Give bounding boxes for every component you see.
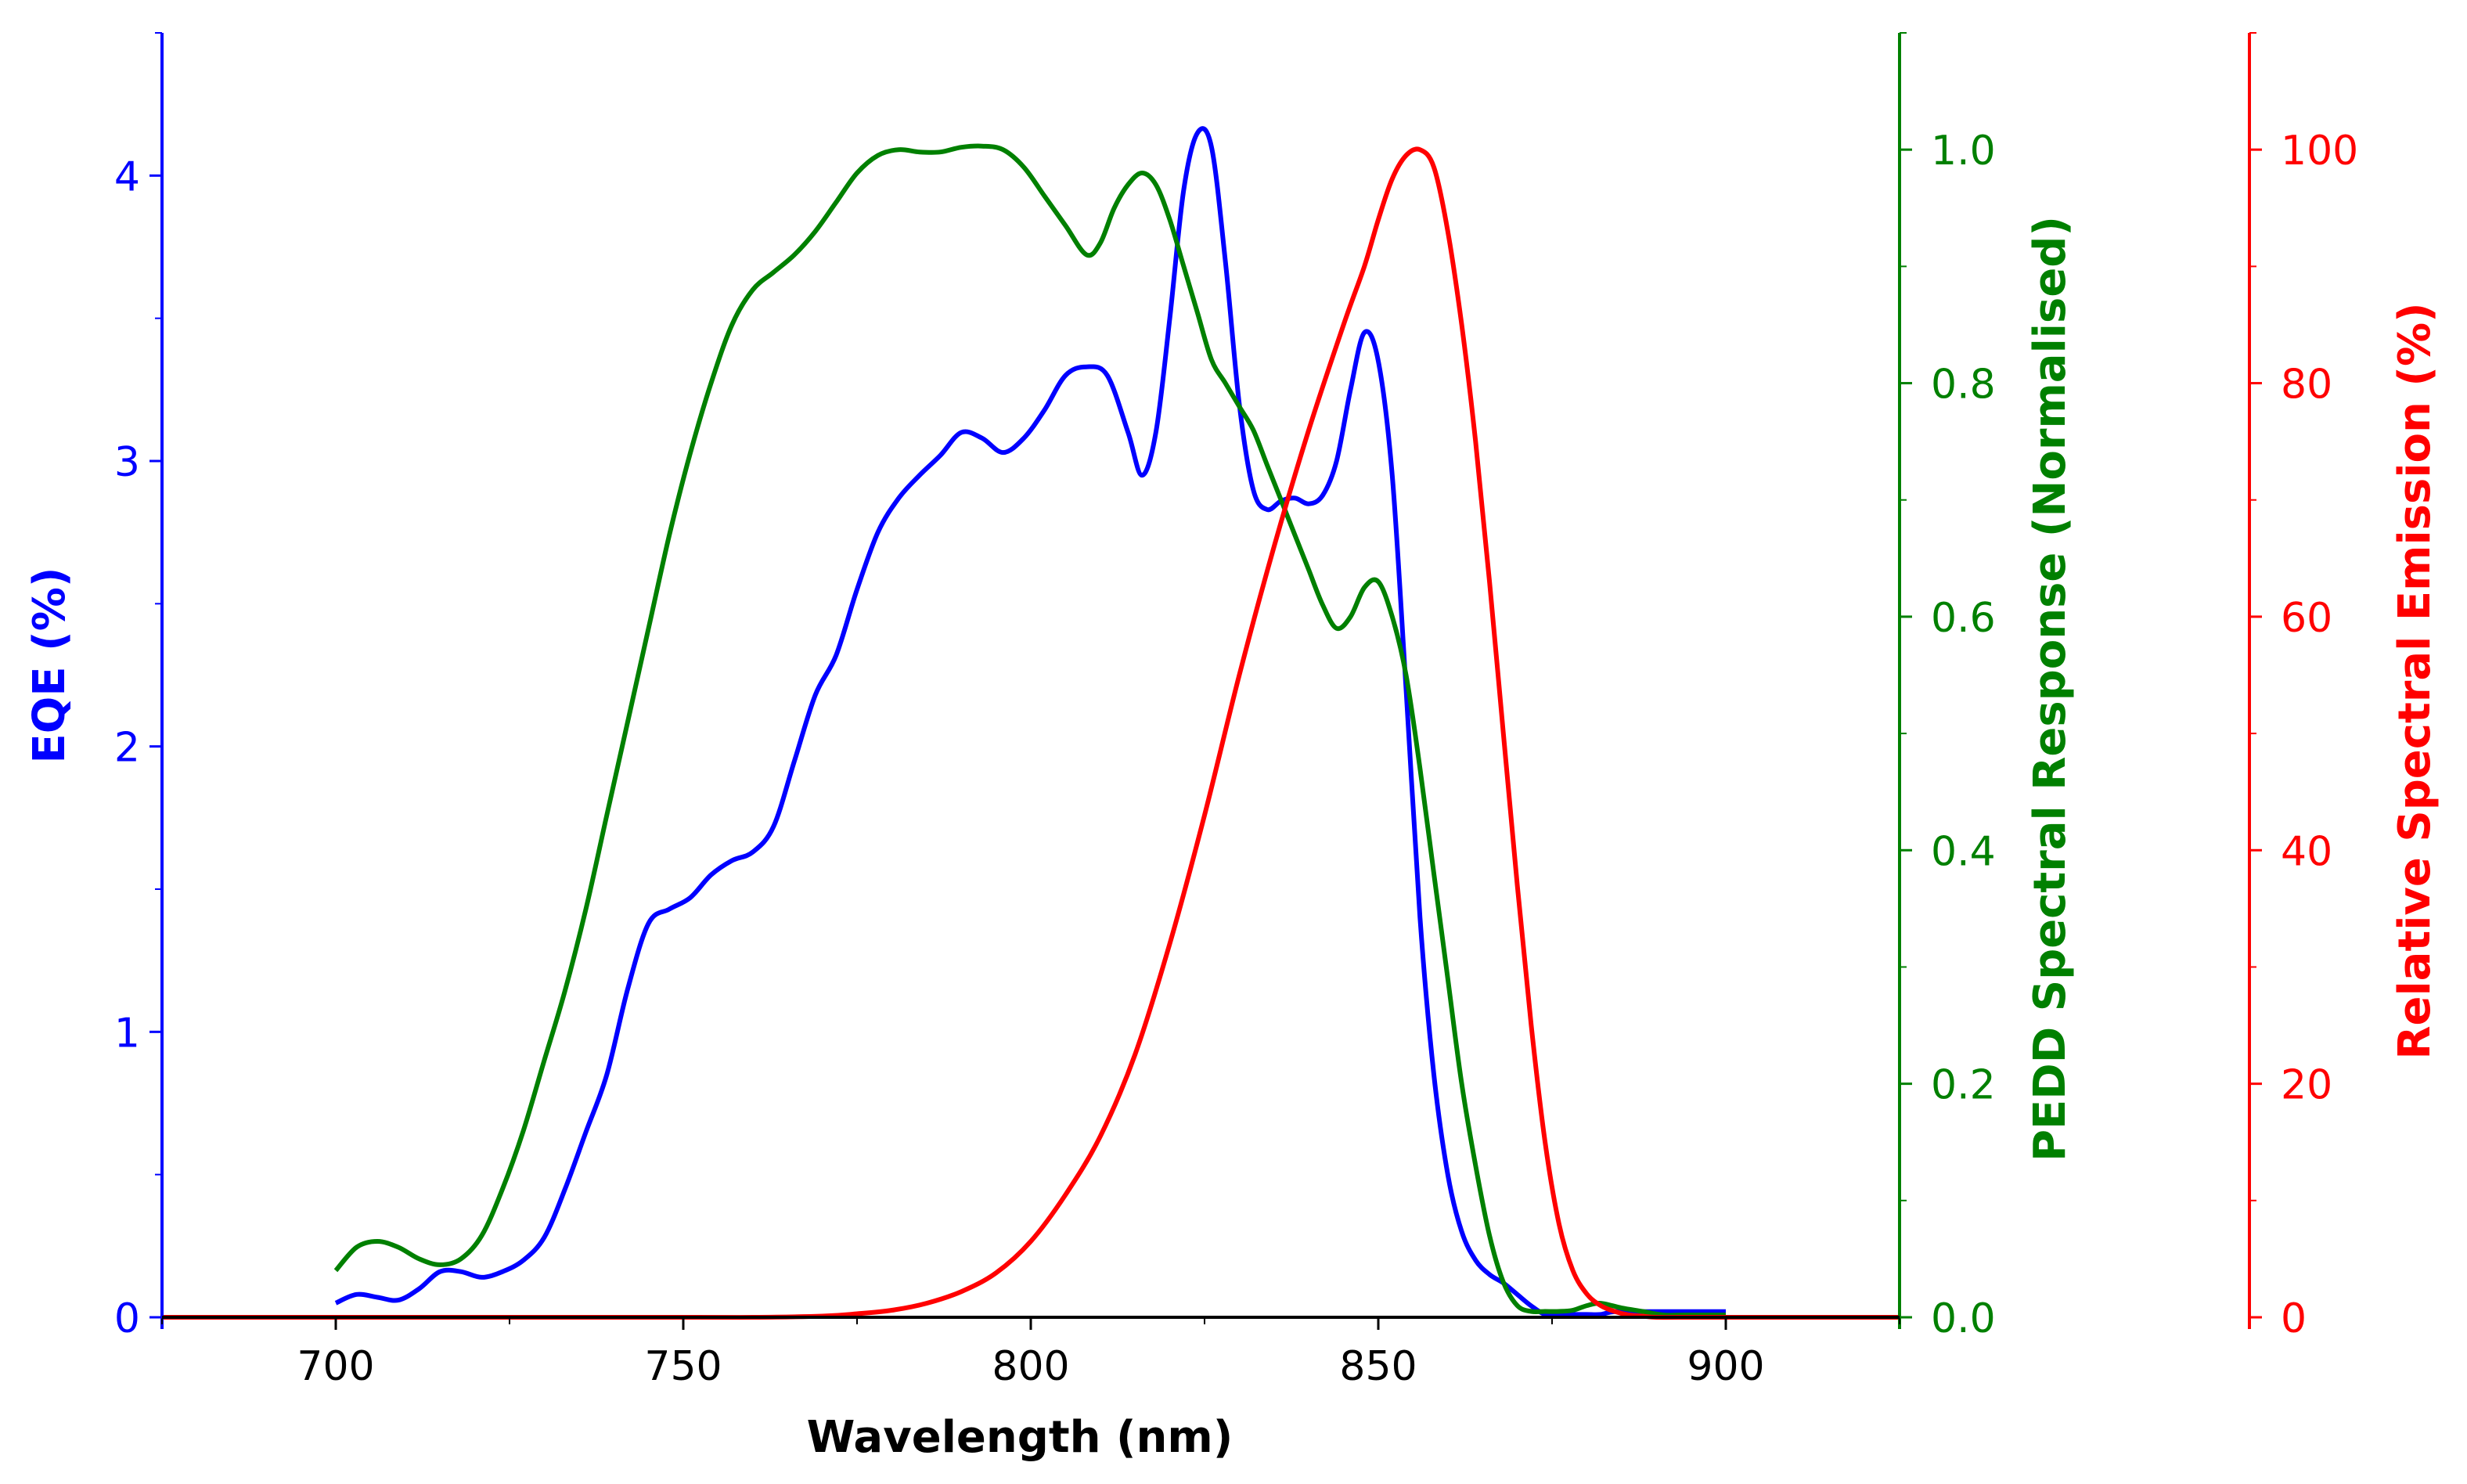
pedd-axis-label: PEDD Spectral Response (Normalised) [2025, 216, 2076, 1162]
eqe-tick-label: 0 [114, 1295, 140, 1342]
eqe-tick-label: 2 [114, 725, 140, 772]
emission-tick-label: 40 [2281, 828, 2332, 875]
emission-tick-label: 80 [2281, 362, 2332, 409]
x-tick-label: 700 [297, 1343, 374, 1390]
emission-tick-label: 100 [2281, 128, 2358, 175]
x-tick-label: 900 [1687, 1343, 1764, 1390]
eqe-tick-label: 4 [114, 153, 140, 200]
pedd-tick-label: 1.0 [1931, 128, 1996, 175]
series-line-relative-spectral-emission [162, 146, 1900, 1320]
pedd-tick-label: 0.8 [1931, 362, 1996, 409]
pedd-tick-label: 0.6 [1931, 595, 1996, 642]
series-line-eqe [334, 126, 1727, 1318]
eqe-tick-label: 1 [114, 1010, 140, 1057]
ticks-layer: 700 750 800 850 900 0 1 2 3 4 0.0 0.2 0.4 0.6 0.8 1.0 0 2… [114, 32, 2358, 1390]
emission-axis-label: Relative Spectral Emission (%) [2390, 302, 2440, 1059]
x-tick-label: 800 [992, 1343, 1069, 1390]
series-line-pedd-spectral-response [333, 143, 1726, 1318]
emission-tick-label: 60 [2281, 595, 2332, 642]
eqe-tick-label: 3 [114, 439, 140, 486]
pedd-tick-label: 0.0 [1931, 1295, 1996, 1342]
pedd-tick-label: 0.4 [1931, 828, 1996, 875]
pedd-tick-label: 0.2 [1931, 1062, 1996, 1109]
x-tick-label: 850 [1339, 1343, 1417, 1390]
x-tick-label: 750 [644, 1343, 722, 1390]
series-layer [162, 126, 1900, 1320]
x-axis-label: Wavelength (nm) [807, 1412, 1234, 1463]
emission-tick-label: 20 [2281, 1062, 2332, 1109]
eqe-axis-label: EQE (%) [24, 567, 75, 764]
emission-tick-label: 0 [2281, 1295, 2307, 1342]
